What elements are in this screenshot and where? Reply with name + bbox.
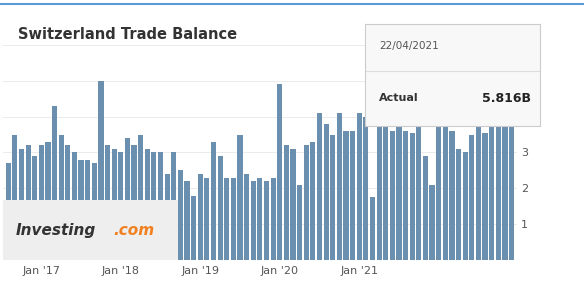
Bar [264, 181, 269, 260]
Bar [118, 152, 123, 260]
Bar [357, 113, 362, 260]
Bar [390, 131, 395, 260]
Bar [343, 131, 349, 260]
Bar [496, 95, 501, 260]
Text: 5.816B: 5.816B [482, 91, 531, 105]
Bar [370, 197, 375, 260]
Bar [145, 149, 150, 260]
Bar [165, 174, 170, 260]
Bar [317, 113, 322, 260]
Bar [456, 149, 461, 260]
Bar [32, 156, 37, 260]
Bar [304, 145, 309, 260]
Bar [112, 149, 117, 260]
Bar [350, 131, 355, 260]
Bar [476, 115, 481, 260]
Bar [324, 124, 329, 260]
Bar [131, 145, 137, 260]
Bar [52, 106, 57, 260]
Bar [284, 145, 289, 260]
Bar [403, 131, 408, 260]
Bar [310, 142, 315, 260]
Bar [92, 163, 97, 260]
Bar [12, 135, 18, 260]
Bar [297, 185, 302, 260]
Bar [125, 138, 130, 260]
Text: Switzerland Trade Balance: Switzerland Trade Balance [18, 27, 237, 42]
Bar [151, 152, 157, 260]
Bar [178, 170, 183, 260]
Bar [416, 113, 422, 260]
Bar [258, 178, 262, 260]
Bar [191, 196, 196, 260]
Bar [78, 160, 84, 260]
Bar [482, 133, 488, 260]
Bar [509, 51, 514, 260]
Bar [26, 145, 31, 260]
Bar [98, 81, 103, 260]
Bar [171, 152, 176, 260]
Bar [436, 117, 442, 260]
Bar [489, 99, 494, 260]
Bar [138, 135, 143, 260]
Bar [463, 152, 468, 260]
Bar [185, 181, 190, 260]
Bar [330, 135, 335, 260]
Bar [337, 113, 342, 260]
Bar [19, 149, 24, 260]
Text: .com: .com [113, 223, 154, 238]
Bar [397, 113, 402, 260]
Bar [383, 84, 388, 260]
Bar [409, 133, 415, 260]
Bar [423, 156, 428, 260]
Text: Actual: Actual [379, 93, 419, 103]
Bar [211, 142, 216, 260]
Bar [65, 145, 71, 260]
Text: Investing: Investing [15, 223, 95, 238]
Bar [39, 145, 44, 260]
Bar [469, 135, 474, 260]
Bar [218, 156, 223, 260]
Bar [224, 178, 230, 260]
Bar [58, 135, 64, 260]
Bar [204, 178, 210, 260]
Bar [449, 131, 454, 260]
Bar [244, 174, 249, 260]
Bar [251, 181, 256, 260]
Bar [46, 142, 51, 260]
Bar [72, 152, 77, 260]
Bar [277, 84, 282, 260]
Bar [105, 145, 110, 260]
Bar [443, 113, 448, 260]
Bar [6, 163, 11, 260]
Bar [270, 178, 276, 260]
Bar [429, 185, 434, 260]
Bar [85, 160, 91, 260]
Text: 22/04/2021: 22/04/2021 [379, 41, 439, 51]
Bar [238, 135, 242, 260]
Bar [290, 149, 296, 260]
Bar [363, 117, 369, 260]
Bar [198, 174, 203, 260]
Bar [502, 124, 507, 260]
Bar [377, 113, 382, 260]
Bar [231, 178, 236, 260]
Bar [158, 152, 163, 260]
